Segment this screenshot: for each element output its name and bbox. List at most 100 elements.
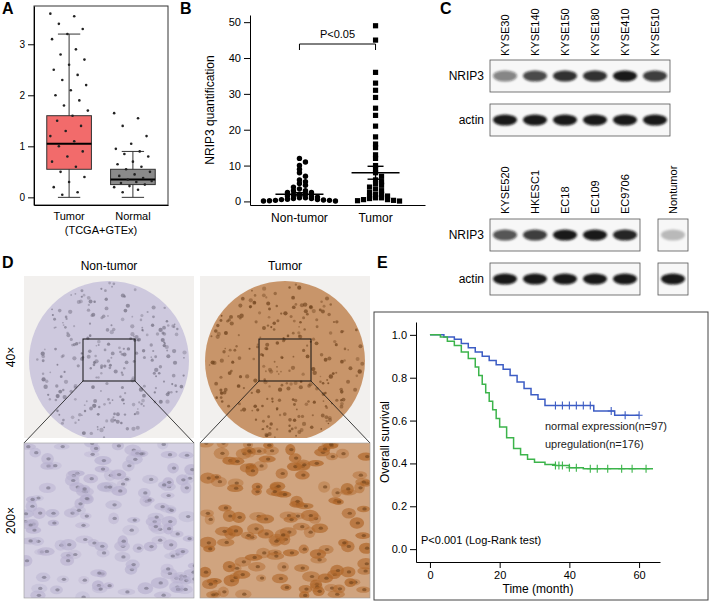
band [553,115,577,126]
tick-label: Tumor [358,211,392,225]
texture [276,428,278,430]
lane-label: KYSE30 [499,14,511,56]
texture [365,547,369,550]
point [373,124,378,129]
texture [359,543,370,554]
texture [123,295,126,298]
texture [86,400,88,402]
texture [167,527,171,530]
texture [238,516,242,519]
texture [292,398,295,401]
texture [177,585,193,594]
texture [262,326,266,330]
texture [220,359,224,363]
texture [38,587,42,590]
lane-label: KYSE510 [649,8,661,56]
texture [265,370,267,372]
texture [308,460,324,466]
texture [122,525,139,536]
error-bar [375,166,376,179]
texture [264,517,268,520]
texture [183,357,185,359]
texture [57,364,59,366]
point [291,196,296,201]
texture [45,380,48,383]
texture [64,371,66,373]
texture [26,496,37,502]
texture [318,573,333,583]
texture [140,319,143,322]
texture [81,524,85,527]
texture [112,399,114,401]
texture [348,512,352,515]
censor-mark [566,402,573,410]
texture [321,414,325,418]
texture [296,408,298,410]
texture [219,376,222,379]
texture [97,429,99,431]
texture [112,282,115,285]
texture [232,512,246,523]
point [333,198,338,203]
texture [90,314,93,317]
point [309,196,314,201]
texture [249,305,252,308]
texture [77,364,80,367]
tick-mark [410,378,416,379]
texture [347,545,351,548]
texture [56,410,59,413]
whisker-cap [122,151,144,152]
texture [258,456,275,463]
median [47,143,92,145]
texture [121,386,124,389]
texture [133,543,144,552]
texture [276,485,280,488]
texture [168,453,172,456]
texture [28,523,32,526]
texture [211,593,215,596]
texture [270,326,272,328]
texture [111,352,115,356]
texture [77,300,81,304]
texture [173,361,177,365]
texture [84,410,86,412]
mean-line [275,193,323,195]
texture [312,309,316,313]
texture [279,577,283,580]
texture [42,373,44,375]
texture [134,450,146,457]
texture [301,415,304,418]
texture [208,518,212,521]
annotation: P<0.05 [320,28,355,40]
texture [118,489,122,492]
texture [358,453,370,461]
texture [73,325,75,327]
texture [245,374,249,378]
texture [271,400,273,402]
texture [124,413,126,415]
point [135,181,138,184]
texture [304,587,308,590]
texture [102,314,105,317]
axis-title: Time (month) [503,582,574,596]
texture [220,452,224,455]
texture [262,551,266,554]
row-label: 200× [4,507,18,534]
texture [348,366,352,370]
texture [171,324,175,328]
texture [137,547,141,550]
texture [149,545,153,548]
texture [235,460,239,463]
texture [142,497,154,503]
texture [137,408,139,410]
point [75,48,78,51]
texture [94,456,111,465]
texture [121,476,131,482]
censor-mark [629,465,636,473]
texture [309,382,313,386]
texture [343,359,346,362]
texture [74,421,76,423]
texture [127,517,140,523]
point [279,197,284,202]
tick-label: 0 [19,192,25,203]
